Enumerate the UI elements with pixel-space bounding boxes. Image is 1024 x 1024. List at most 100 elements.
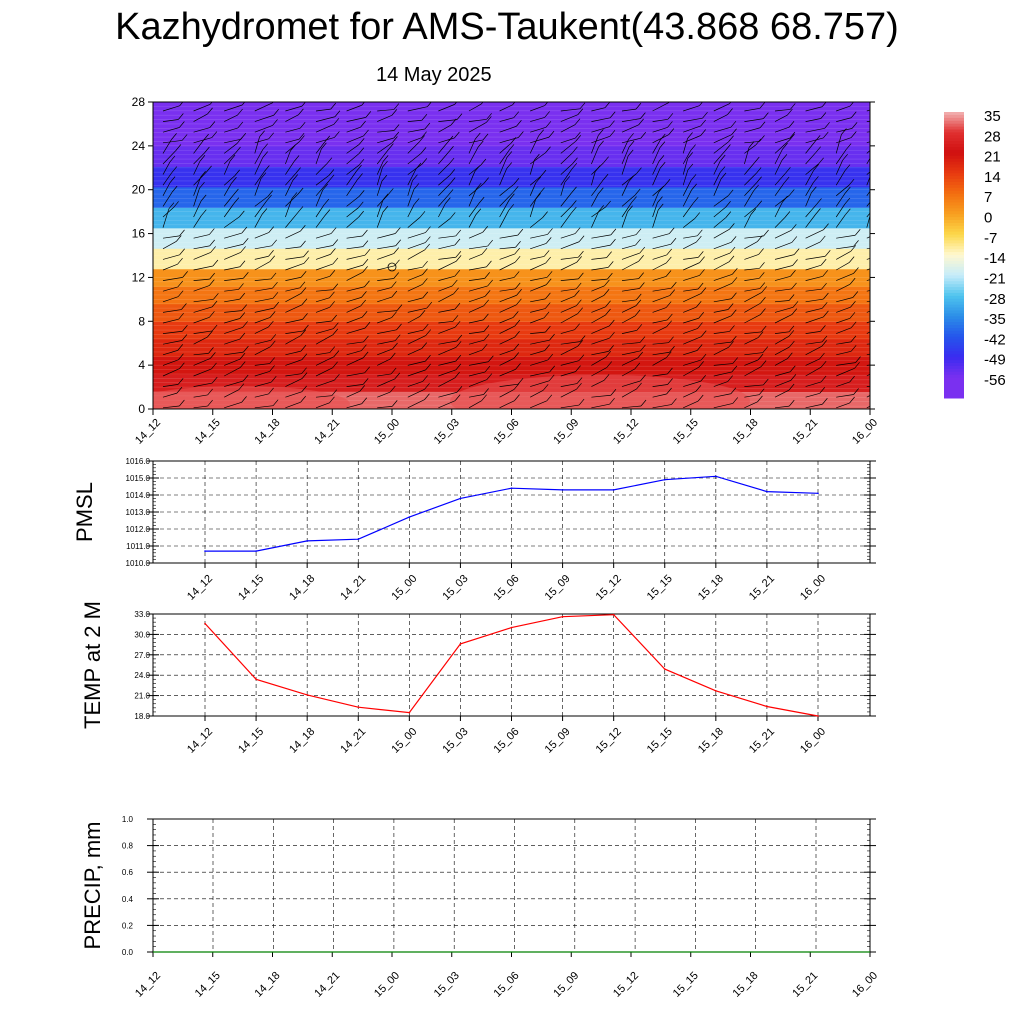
- wind-barb: [315, 263, 334, 271]
- wind-barb: [560, 163, 573, 175]
- x-tick-label: 15_09: [551, 970, 581, 1000]
- wind-barb: [468, 146, 479, 165]
- wind-barb: [162, 150, 177, 165]
- colorbar-segment: [944, 310, 964, 314]
- wind-barb-flag: [788, 121, 795, 128]
- data-point: [766, 490, 768, 493]
- wind-barb: [224, 358, 241, 366]
- wind-barb-flag: [425, 329, 432, 336]
- wind-barb: [591, 337, 610, 345]
- wind-barb-flag: [177, 344, 184, 351]
- wind-barb-flag: [823, 131, 829, 139]
- wind-barb: [805, 264, 822, 271]
- wind-barb-flag: [535, 176, 542, 184]
- wind-barb: [835, 170, 846, 186]
- wind-barb: [407, 329, 424, 334]
- wind-barb: [652, 161, 660, 175]
- wind-barb-flag: [447, 135, 454, 143]
- wind-barb: [652, 127, 668, 133]
- wind-barb: [438, 320, 454, 324]
- wind-barb-flag: [609, 331, 615, 339]
- wind-barb-flag: [233, 188, 239, 196]
- colorbar-segment: [944, 132, 964, 136]
- precip-panel: 0.00.20.40.60.81.014_12 14_15 14_18 14_21 15…: [80, 815, 880, 1000]
- wind-barb-flag: [666, 387, 672, 395]
- wind-barb: [285, 193, 299, 207]
- wind-barb: [499, 192, 514, 207]
- wind-barb-flag: [203, 133, 209, 141]
- wind-barb-flag: [699, 256, 705, 263]
- wind-barb: [560, 114, 578, 122]
- wind-barb: [346, 297, 362, 303]
- wind-barb-flag: [790, 270, 796, 277]
- wind-barb-flag: [700, 353, 707, 361]
- wind-barb-flag: [791, 236, 798, 243]
- wind-barb-flag: [729, 325, 735, 332]
- wind-barb-flag: [391, 400, 398, 407]
- wind-barb: [652, 351, 670, 356]
- wind-barb-flag: [301, 102, 306, 107]
- wind-barb: [621, 368, 635, 377]
- colorbar-segment: [944, 129, 964, 133]
- wind-barb: [652, 404, 672, 409]
- wind-barb: [407, 249, 425, 260]
- data-point: [357, 706, 360, 708]
- wind-barb-flag: [604, 102, 611, 108]
- wind-barb-flag: [182, 324, 188, 332]
- wind-barb: [193, 278, 210, 281]
- wind-barb: [254, 307, 274, 313]
- colorbar-segment: [944, 330, 964, 335]
- y-tick-label: 24: [132, 139, 146, 153]
- wind-barb: [530, 234, 548, 239]
- wind-barb-flag: [844, 164, 851, 171]
- x-tick-label: 14_21: [312, 970, 342, 1000]
- wind-barb: [774, 148, 783, 165]
- colorbar-segment: [944, 184, 964, 189]
- wind-barb-flag: [725, 201, 731, 208]
- wind-barb: [468, 285, 488, 292]
- colorbar-segment: [944, 339, 964, 344]
- wind-barb-flag: [238, 283, 244, 290]
- wind-barb-flag: [760, 297, 766, 304]
- wind-barb-flag: [269, 255, 276, 262]
- wind-barb-flag: [691, 183, 697, 191]
- wind-barb-flag: [515, 363, 521, 370]
- wind-barb-flag: [731, 335, 737, 343]
- wind-barb: [805, 255, 826, 260]
- wind-barb-flag: [361, 291, 367, 298]
- x-tick-label: 15_15: [671, 417, 701, 447]
- y-tick-label: 20: [132, 183, 146, 197]
- wind-barb: [744, 118, 764, 122]
- wind-barb-flag: [321, 142, 327, 150]
- wind-barb: [744, 302, 761, 313]
- wind-barb: [713, 315, 732, 324]
- wind-barb: [162, 241, 177, 250]
- wind-barb: [560, 182, 566, 196]
- wind-barb: [407, 168, 417, 186]
- wind-barb-flag: [175, 144, 182, 151]
- wind-barb-flag: [330, 248, 336, 255]
- wind-barb-flag: [329, 291, 335, 299]
- wind-barb: [836, 306, 851, 313]
- colorbar-segment: [944, 278, 964, 282]
- wind-barb: [438, 391, 458, 398]
- wind-barb: [591, 146, 599, 165]
- wind-barb-flag: [455, 363, 462, 371]
- wind-barb: [193, 336, 208, 345]
- wind-barb: [377, 329, 397, 334]
- wind-barb-flag: [211, 376, 218, 384]
- wind-barb: [438, 326, 456, 334]
- wind-barb: [683, 380, 701, 387]
- wind-barb-flag: [239, 312, 246, 319]
- data-point: [561, 615, 564, 618]
- wind-barb-flag: [702, 111, 708, 119]
- wind-barb-flag: [658, 185, 665, 193]
- wind-barb-flag: [514, 282, 521, 290]
- wind-barb: [285, 391, 302, 398]
- wind-barb-flag: [731, 277, 738, 284]
- wind-barb-flag: [850, 300, 856, 308]
- colorbar-segment: [944, 281, 964, 285]
- wind-barb: [407, 381, 423, 387]
- wind-barb-flag: [845, 143, 852, 150]
- wind-barb: [774, 114, 788, 122]
